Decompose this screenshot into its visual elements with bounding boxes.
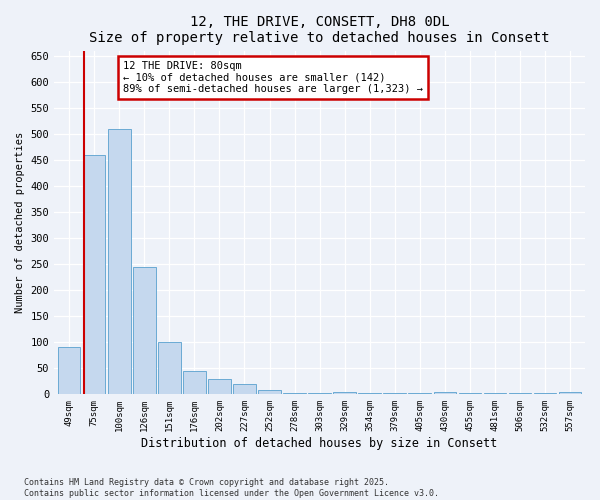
Bar <box>434 392 456 394</box>
Bar <box>208 378 230 394</box>
Bar <box>108 128 131 394</box>
Bar <box>233 384 256 394</box>
Bar <box>334 392 356 394</box>
Text: 12 THE DRIVE: 80sqm
← 10% of detached houses are smaller (142)
89% of semi-detac: 12 THE DRIVE: 80sqm ← 10% of detached ho… <box>123 61 423 94</box>
Bar <box>258 390 281 394</box>
Bar <box>183 371 206 394</box>
Bar <box>133 266 155 394</box>
Text: Contains HM Land Registry data © Crown copyright and database right 2025.
Contai: Contains HM Land Registry data © Crown c… <box>24 478 439 498</box>
Y-axis label: Number of detached properties: Number of detached properties <box>15 132 25 313</box>
Bar <box>83 154 106 394</box>
X-axis label: Distribution of detached houses by size in Consett: Distribution of detached houses by size … <box>142 437 498 450</box>
Title: 12, THE DRIVE, CONSETT, DH8 0DL
Size of property relative to detached houses in : 12, THE DRIVE, CONSETT, DH8 0DL Size of … <box>89 15 550 45</box>
Bar <box>58 348 80 395</box>
Bar <box>158 342 181 394</box>
Bar <box>559 392 581 394</box>
